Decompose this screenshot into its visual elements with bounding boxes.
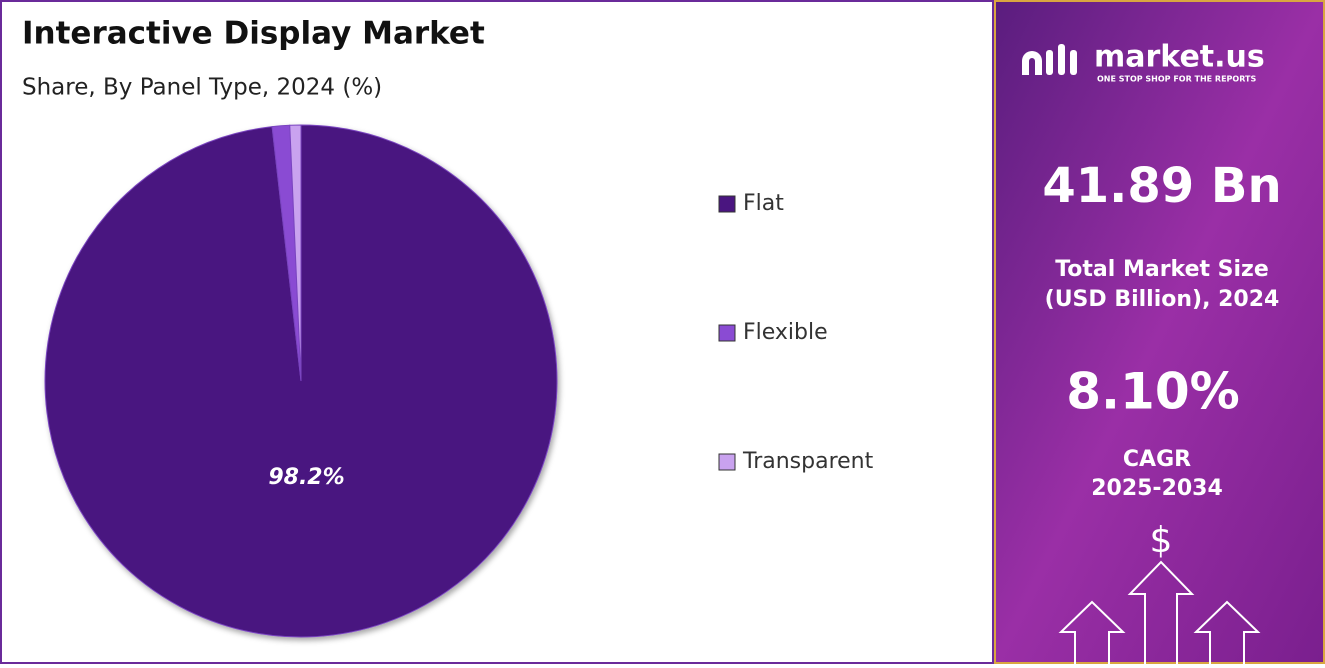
growth-arrows (1058, 560, 1261, 664)
logo (1022, 44, 1077, 75)
tagline: ONE STOP SHOP FOR THE REPORTS (1097, 75, 1256, 84)
market-size: 41.89 Bn (1042, 158, 1281, 214)
cagr-label: CAGR (1123, 447, 1191, 472)
legend: Flat Flexible Transparent (718, 191, 874, 474)
legend-label: Flexible (743, 320, 828, 345)
cagr-label: 2025-2034 (1091, 476, 1223, 501)
pie-slice (289, 124, 302, 382)
data-label: 98.2% (268, 465, 344, 490)
currency-icon: $ (1150, 520, 1173, 561)
pie (44, 124, 558, 638)
legend-swatch (718, 195, 736, 213)
legend-swatch (718, 324, 736, 342)
side-panel (994, 0, 1325, 664)
legend-label: Flat (743, 191, 784, 216)
market-size-label: (USD Billion), 2024 (1045, 287, 1280, 312)
brand: market.us (1094, 40, 1265, 75)
market-size-label: Total Market Size (1055, 257, 1269, 282)
cagr: 8.10% (1066, 363, 1239, 421)
legend-swatch (718, 453, 736, 471)
legend-label: Transparent (742, 449, 874, 474)
chart-subtitle: Share, By Panel Type, 2024 (%) (22, 75, 382, 101)
chart-title: Interactive Display Market (22, 16, 485, 52)
